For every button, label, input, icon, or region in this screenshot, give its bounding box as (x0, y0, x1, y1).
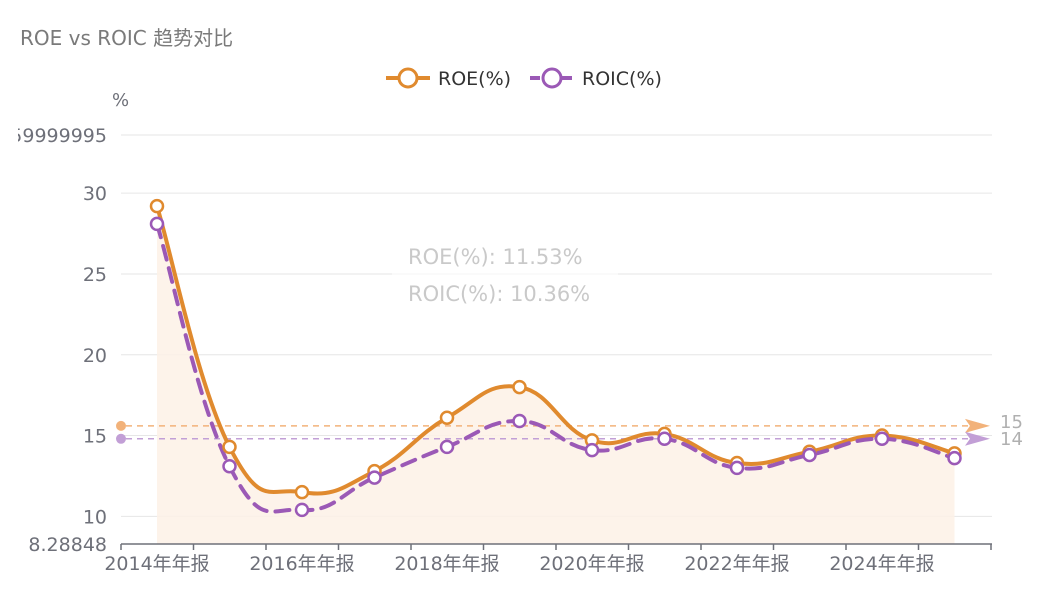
y-axis-labels: 8.28848 10 15 20 25 30 33.59999995 (0, 125, 107, 556)
x-tick-label: 2022年年报 (684, 553, 789, 575)
y-tick-label: 8.28848 (28, 534, 107, 556)
y-tick-label: 20 (83, 345, 107, 367)
roic-point[interactable] (222, 459, 237, 474)
x-tick-label: 2020年年报 (539, 553, 644, 575)
roic-point[interactable] (367, 470, 382, 485)
legend-item-roic[interactable]: ROIC(%) (530, 67, 662, 90)
y-tick-label: 15 (83, 426, 107, 448)
x-tick-label: 2024年年报 (829, 553, 934, 575)
y-tick-label: 25 (83, 264, 107, 286)
roe-point[interactable] (512, 379, 527, 395)
legend-marker (397, 67, 419, 89)
y-tick-label: 33.59999995 (0, 125, 107, 147)
tooltip-line-roic: ROIC(%): 10.36% (408, 282, 590, 306)
roe-point[interactable] (149, 198, 165, 214)
roic-point[interactable] (802, 447, 817, 463)
mark-line-start-dot (116, 433, 126, 444)
legend-item-roe[interactable]: ROE(%) (386, 67, 511, 90)
mark-line-arrow (965, 431, 990, 446)
roic-point[interactable] (947, 450, 962, 466)
roic-point[interactable] (729, 460, 745, 476)
roe-area-fill (157, 206, 955, 544)
roe-point[interactable] (439, 410, 455, 426)
x-tick-label: 2014年年报 (104, 553, 209, 575)
roic-point[interactable] (874, 431, 890, 447)
legend[interactable]: ROE(%) ROIC(%) (386, 67, 662, 90)
roic-point[interactable] (149, 216, 165, 232)
roe-point[interactable] (294, 484, 310, 500)
roic-point[interactable] (512, 413, 527, 429)
mark-line-label: 15 (1000, 412, 1023, 433)
legend-label: ROE(%) (438, 68, 511, 90)
chart-title: ROE vs ROIC 趋势对比 (20, 26, 233, 50)
roic-point[interactable] (294, 502, 310, 518)
roic-point[interactable] (439, 439, 455, 455)
x-axis: 2014年年报 2016年年报 2018年年报 2020年年报 2022年年报 2024年… (104, 543, 992, 575)
mark-line-arrow (965, 418, 990, 433)
legend-label: ROIC(%) (582, 68, 662, 90)
x-tick-label: 2016年年报 (249, 553, 354, 575)
roe-area (157, 206, 955, 544)
y-tick-label: 30 (83, 183, 107, 205)
mark-line-label: 14 (1000, 429, 1023, 450)
mark-line-start-dot (116, 420, 126, 431)
roe-point[interactable] (222, 439, 237, 455)
tooltip-line-roe: ROE(%): 11.53% (408, 245, 583, 269)
y-tick-label: 10 (83, 506, 107, 528)
tooltip-box (392, 222, 618, 330)
x-tick-label: 2018年年报 (394, 553, 499, 575)
series-points[interactable] (149, 198, 962, 518)
roic-point[interactable] (584, 442, 600, 458)
y-axis-unit: % (112, 90, 129, 111)
roic-point[interactable] (657, 431, 672, 447)
tooltip: ROE(%): 11.53% ROIC(%): 10.36% (392, 222, 618, 330)
legend-marker (541, 67, 563, 89)
